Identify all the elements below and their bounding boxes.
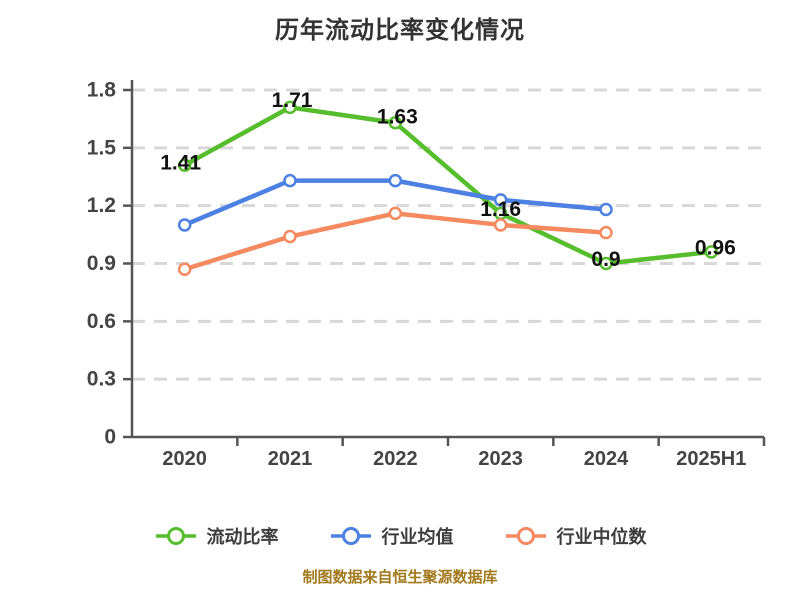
legend-label-industry-average: 行业均值: [381, 527, 454, 547]
data-point-current-ratio[interactable]: [388, 116, 403, 130]
y-tick-label: 0.6: [87, 310, 116, 333]
series-line-industry-median[interactable]: [182, 211, 609, 272]
x-tick-label: 2022: [373, 448, 418, 470]
data-point-current-ratio[interactable]: [177, 158, 192, 172]
x-tick-label: 2021: [268, 448, 313, 470]
legend-item-current-ratio[interactable]: 流动比率: [154, 523, 279, 549]
data-point-industry-median[interactable]: [177, 262, 192, 277]
x-tick-label: 2025H1: [676, 448, 746, 470]
y-tick-label: 0.9: [87, 252, 116, 275]
data-label: 1.41: [160, 152, 201, 175]
data-source-note: 制图数据来自恒生聚源数据库: [302, 569, 498, 586]
data-point-current-ratio[interactable]: [599, 256, 613, 271]
y-tick-label: 0.3: [87, 368, 116, 391]
data-label: 1.63: [377, 105, 418, 128]
chart-legend: 流动比率 行业均值 行业中位数: [0, 517, 800, 555]
x-tick-label: 2023: [478, 448, 523, 470]
legend-marker-industry-average-icon: [330, 527, 371, 545]
legend-marker-current-ratio-icon: [155, 527, 196, 545]
data-point-current-ratio[interactable]: [704, 245, 719, 259]
data-point-industry-average[interactable]: [177, 218, 192, 232]
data-point-current-ratio[interactable]: [283, 100, 297, 115]
data-label: 1.71: [272, 89, 313, 112]
x-tick-label: 2024: [584, 448, 629, 470]
legend-label-current-ratio: 流动比率: [206, 527, 279, 547]
chart-title: 历年流动比率变化情况: [275, 17, 525, 44]
data-point-industry-average[interactable]: [493, 193, 508, 207]
data-point-industry-median[interactable]: [599, 225, 613, 240]
data-label: 0.96: [695, 236, 736, 259]
data-label: 1.16: [480, 198, 521, 221]
legend-marker-industry-median-icon: [505, 527, 546, 545]
series-line-current-ratio[interactable]: [182, 105, 714, 266]
y-tick-label: 1.8: [87, 79, 117, 102]
y-tick-label: 1.5: [87, 136, 117, 159]
y-tick-label: 1.2: [87, 194, 116, 217]
data-point-industry-average[interactable]: [388, 173, 403, 188]
legend-item-industry-median[interactable]: 行业中位数: [504, 523, 647, 549]
legend-item-industry-average[interactable]: 行业均值: [329, 523, 454, 549]
x-tick-label: 2020: [162, 448, 207, 470]
data-point-industry-median[interactable]: [283, 229, 297, 244]
data-point-industry-average[interactable]: [599, 202, 613, 217]
data-label: 0.9: [591, 248, 620, 271]
data-point-industry-average[interactable]: [283, 173, 297, 188]
data-point-industry-median[interactable]: [388, 206, 403, 221]
y-tick-label: 0: [104, 426, 116, 449]
chart-canvas: 0 0.3 0.6 0.9 1.2 1.5 1.8 2020 2021 2022 2023 2024 2…: [87, 79, 766, 470]
data-point-industry-median[interactable]: [493, 218, 508, 232]
legend-label-industry-median: 行业中位数: [556, 527, 647, 547]
